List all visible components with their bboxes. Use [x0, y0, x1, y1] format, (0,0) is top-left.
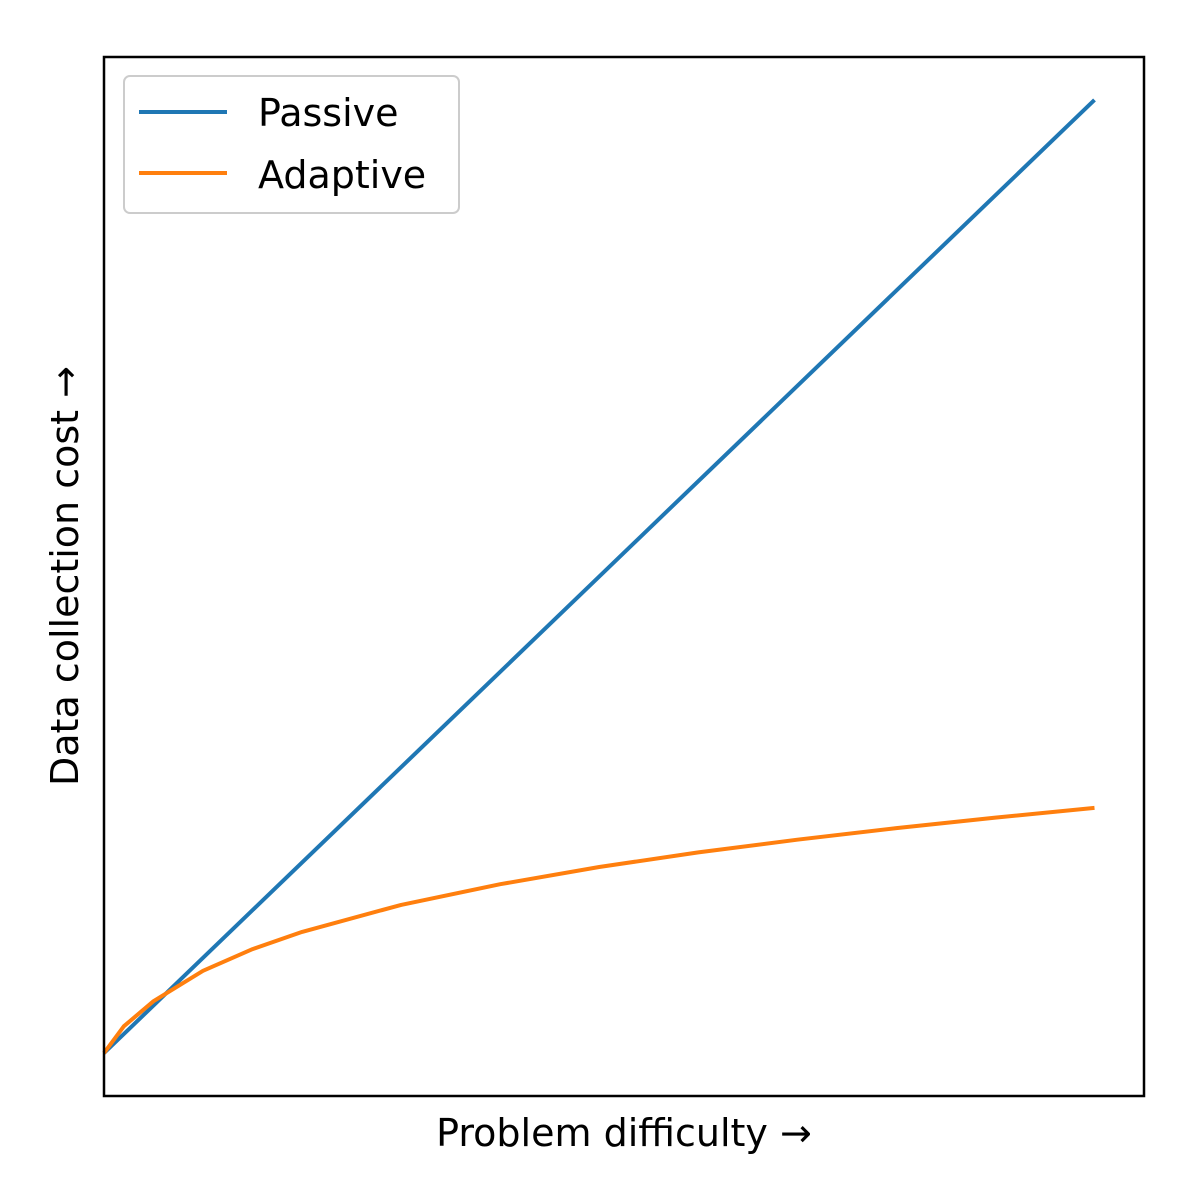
x-axis-label: Problem difficulty → [436, 1111, 812, 1155]
legend-label-passive: Passive [258, 91, 399, 135]
legend: Passive Adaptive [123, 75, 460, 214]
plot-frame [102, 55, 1146, 1098]
series-line-adaptive [102, 805, 1095, 1055]
legend-label-adaptive: Adaptive [258, 153, 426, 197]
y-axis-label: Data collection cost → [43, 366, 87, 786]
series-layer [102, 98, 1096, 1055]
series-line-passive [102, 98, 1096, 1055]
